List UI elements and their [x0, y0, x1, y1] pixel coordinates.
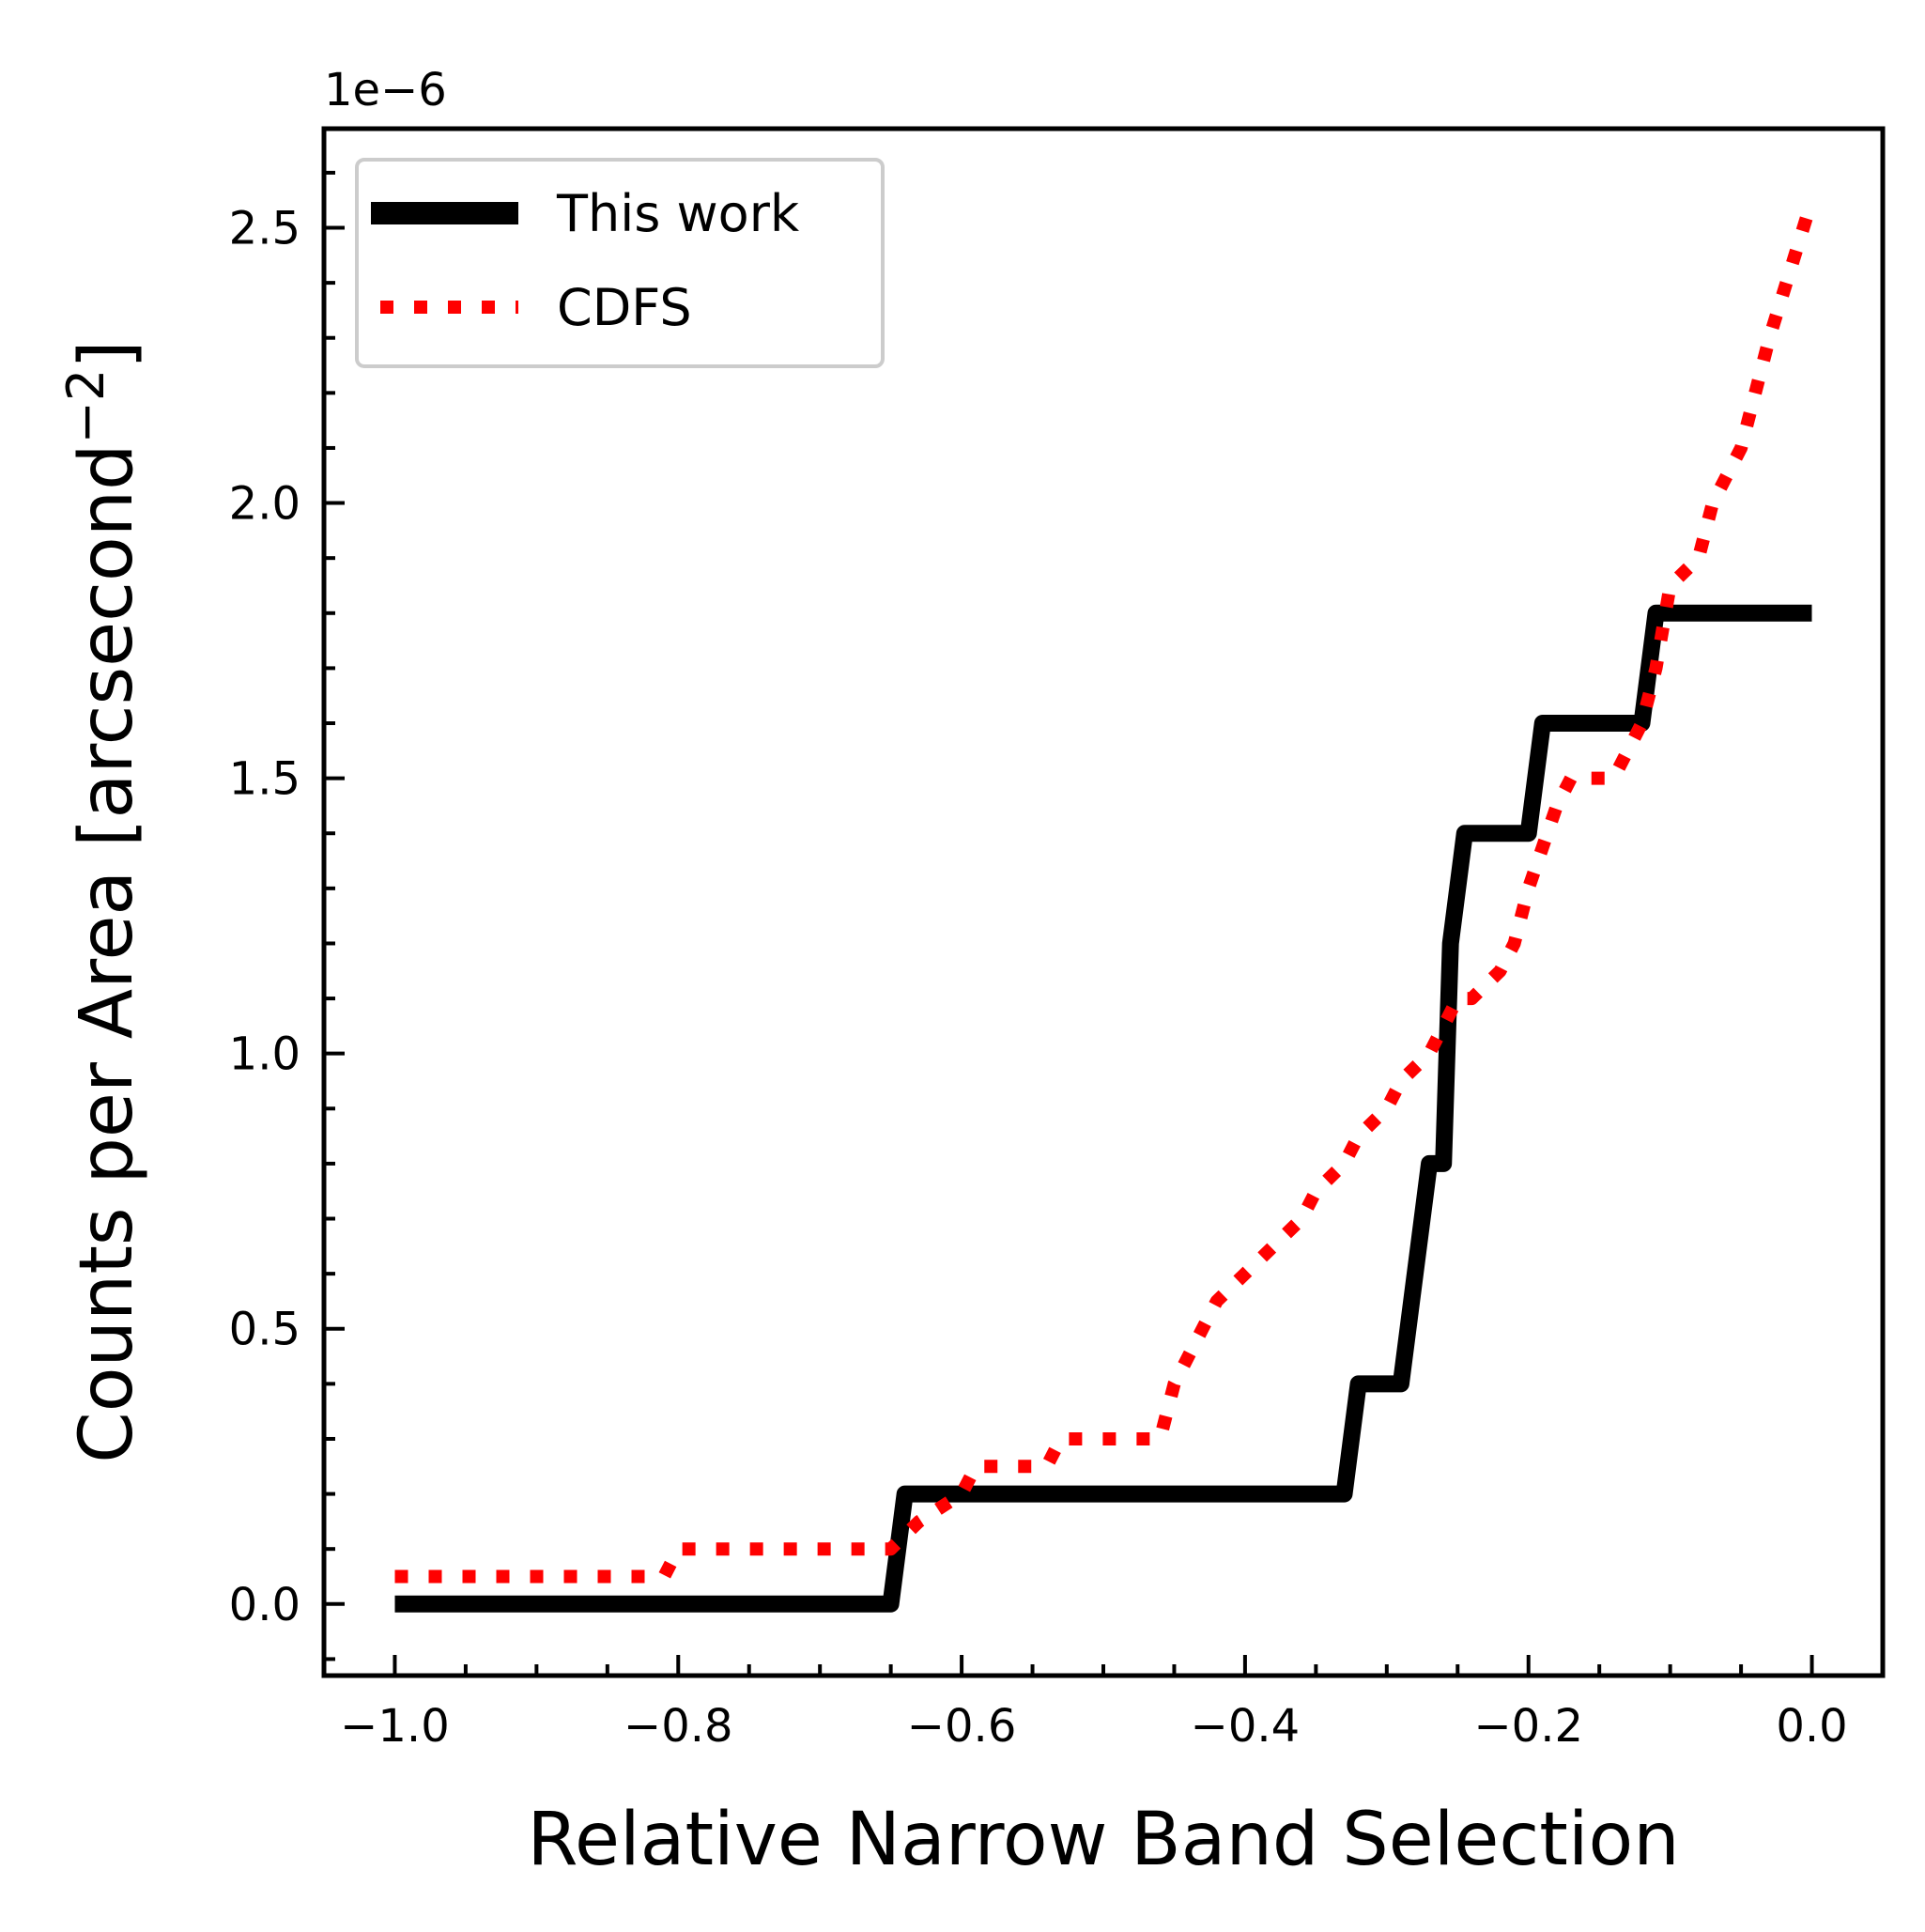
x-tick-label: −1.0 [340, 1700, 450, 1753]
x-tick-label: −0.6 [907, 1700, 1017, 1753]
x-tick-label: 0.0 [1776, 1700, 1847, 1753]
offset-text: 1e−6 [324, 64, 447, 116]
legend: This work CDFS [355, 158, 885, 368]
plot-series [394, 198, 1819, 1613]
tick-labels: −1.0 −0.8 −0.6 −0.4 −0.2 0.0 0.0 0.5 1.0 1.5 2.0 2.… [229, 203, 1848, 1753]
x-tick-label: −0.8 [624, 1700, 733, 1753]
y-tick-label: 2.0 [229, 478, 300, 531]
y-tick-label: 1.0 [229, 1028, 300, 1081]
y-axis-label-exponent: −2 [56, 369, 116, 444]
legend-label-cdfs: CDFS [557, 278, 692, 337]
y-axis-label-text: Counts per Area [arcsecond [65, 443, 149, 1462]
x-axis-label: Relative Narrow Band Selection [527, 1798, 1679, 1882]
y-tick-label: 0.5 [229, 1304, 300, 1356]
y-axis-label-close: ] [65, 340, 149, 368]
y-tick-label: 1.5 [229, 753, 300, 806]
x-tick-label: −0.2 [1473, 1700, 1583, 1753]
legend-label-this-work: This work [556, 184, 800, 243]
y-tick-label: 2.5 [229, 203, 300, 255]
y-tick-label: 0.0 [229, 1579, 300, 1631]
series-line-this-work [394, 604, 1812, 1613]
y-axis-label: Counts per Area [arcsecond−2] [56, 340, 149, 1462]
ticks [324, 170, 1814, 1676]
x-tick-label: −0.4 [1191, 1700, 1301, 1753]
series-line-cdfs [394, 198, 1819, 1584]
